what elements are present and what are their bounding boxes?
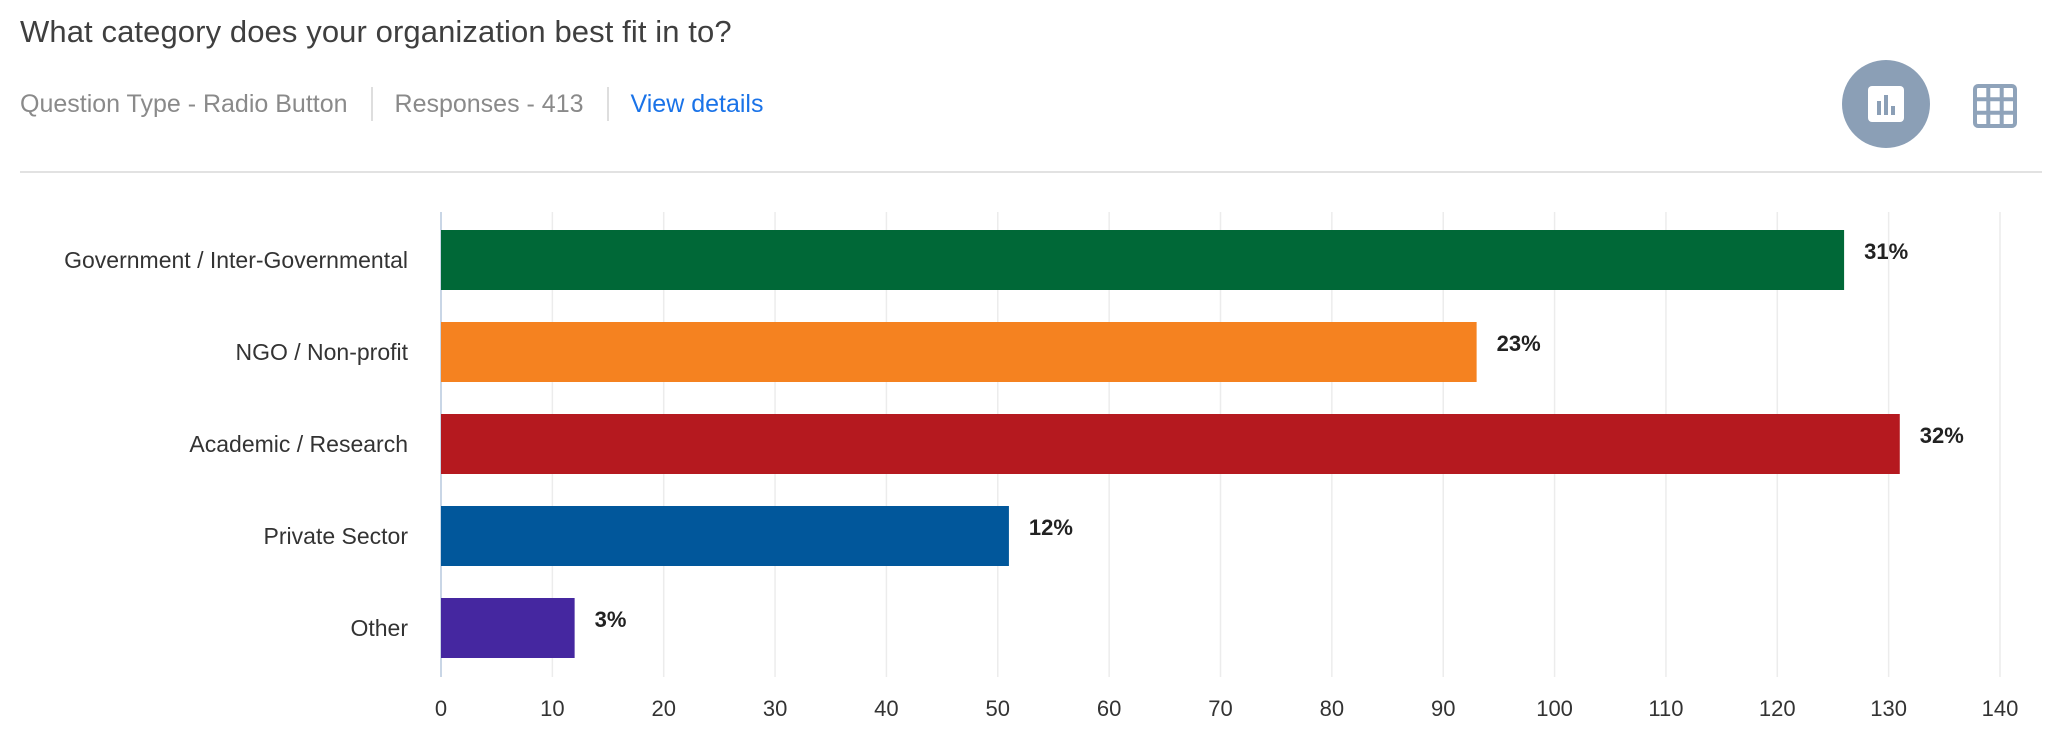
bar	[441, 414, 1900, 474]
bar	[441, 506, 1009, 566]
responses-count: Responses - 413	[394, 89, 584, 118]
bar	[441, 322, 1477, 382]
value-label: 32%	[1920, 423, 1964, 448]
category-label: Private Sector	[264, 523, 409, 549]
question-meta: Question Type - Radio Button Responses -…	[20, 86, 763, 122]
bar	[441, 598, 575, 658]
x-tick-label: 100	[1536, 696, 1573, 721]
x-tick-label: 10	[540, 696, 564, 721]
header-divider	[20, 171, 2042, 173]
view-details-link[interactable]: View details	[630, 89, 764, 118]
bar	[441, 230, 1845, 290]
category-label: Government / Inter-Governmental	[64, 247, 408, 273]
x-tick-label: 40	[874, 696, 898, 721]
value-label: 12%	[1029, 515, 1073, 540]
x-tick-label: 30	[763, 696, 787, 721]
question-title: What category does your organization bes…	[20, 14, 732, 49]
x-tick-label: 50	[986, 696, 1010, 721]
category-label: Academic / Research	[189, 431, 408, 457]
category-label: Other	[350, 615, 408, 641]
x-tick-label: 110	[1648, 696, 1683, 721]
bar-chart: Government / Inter-Governmental 31% NGO / …	[64, 212, 2019, 721]
category-label: NGO / Non-profit	[235, 339, 408, 365]
x-tick-label: 0	[435, 696, 447, 721]
x-tick-label: 70	[1208, 696, 1232, 721]
x-tick-label: 130	[1870, 696, 1907, 721]
x-tick-label: 140	[1982, 696, 2019, 721]
bar-chart-icon	[1868, 86, 1904, 122]
value-label: 23%	[1497, 331, 1541, 356]
meta-divider	[370, 87, 373, 121]
meta-divider	[606, 87, 609, 121]
value-label: 3%	[595, 607, 627, 632]
grid-table-icon	[1973, 84, 2017, 128]
question-type-text: Question Type - Radio Button	[20, 89, 348, 118]
value-label: 31%	[1864, 239, 1908, 264]
x-tick-label: 80	[1320, 696, 1344, 721]
x-tick-label: 60	[1097, 696, 1121, 721]
x-tick-label: 90	[1431, 696, 1455, 721]
chart-view-button[interactable]	[1842, 60, 1930, 148]
table-view-button[interactable]	[1973, 84, 2017, 128]
x-tick-label: 120	[1759, 696, 1796, 721]
x-tick-label: 20	[651, 696, 675, 721]
